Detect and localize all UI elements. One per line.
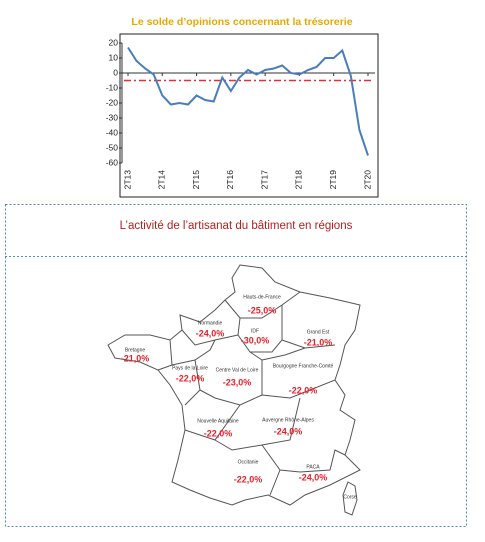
region-value: -24,0%: [274, 426, 303, 436]
map-shapes: [107, 264, 361, 516]
france-outline: [107, 264, 361, 506]
region-name: Grand Est: [307, 329, 330, 335]
x-tick-label: 2T16: [225, 170, 235, 190]
region-value: -21,0%: [121, 353, 150, 363]
x-tick-label: 2T17: [259, 170, 269, 190]
map-title: L’activité de l’artisanat du bâtiment en…: [120, 220, 353, 232]
y-tick-label: -40: [106, 127, 119, 137]
region-name: Bourgogne Franche-Comté: [273, 363, 334, 369]
region-name: Nouvelle Aquitaine: [197, 418, 239, 424]
map-box: [5, 204, 467, 527]
region-borders: [157, 291, 346, 496]
x-tick-label: 2T14: [157, 170, 167, 190]
y-tick-label: -60: [106, 157, 119, 167]
chart-frame: [119, 33, 379, 198]
x-tick-label: 2T19: [328, 170, 338, 190]
y-tick-label: -50: [106, 142, 119, 152]
region-value: -22,0%: [234, 474, 263, 484]
region-value: -22,0%: [176, 373, 205, 383]
region-value: -25,0%: [248, 305, 277, 315]
x-tick-label: 2T15: [191, 170, 201, 190]
region-value: -22,0%: [289, 385, 318, 395]
chart-title: Le solde d’opinions concernant la trésor…: [131, 16, 352, 28]
region-name: Corse: [343, 494, 357, 500]
region-name: Occitanie: [238, 459, 259, 465]
region-name: Pays de la Loire: [172, 365, 208, 371]
x-tick-label: 2T18: [294, 170, 304, 190]
y-tick-label: 10: [109, 52, 119, 62]
y-tick-label: -10: [106, 82, 119, 92]
region-name: Bretagne: [125, 347, 146, 353]
region-name: IDF: [251, 328, 259, 334]
x-tick-label: 2T13: [122, 170, 132, 190]
y-tick-label: -30: [106, 112, 119, 122]
region-value: -23,0%: [223, 377, 252, 387]
y-tick-label: 0: [113, 67, 118, 77]
region-name: Auvergne Rhône-Alpes: [262, 417, 314, 423]
region-name: Centre Val de Loire: [216, 367, 259, 373]
x-tick-label: 2T20: [362, 170, 372, 190]
region-value: -30,0%: [241, 335, 270, 345]
region-value: -24,0%: [196, 328, 225, 338]
region-value: -21,0%: [304, 337, 333, 347]
data-line: [127, 46, 369, 156]
y-tick-label: -20: [106, 97, 119, 107]
region-name: Normandie: [198, 320, 223, 326]
region-value: -22,0%: [204, 428, 233, 438]
corse: [342, 481, 358, 516]
region-name: Hauts-de-France: [243, 294, 281, 300]
region-value: -24,0%: [299, 472, 328, 482]
y-tick-label: 20: [109, 37, 119, 47]
region-name: PACA: [306, 464, 320, 470]
